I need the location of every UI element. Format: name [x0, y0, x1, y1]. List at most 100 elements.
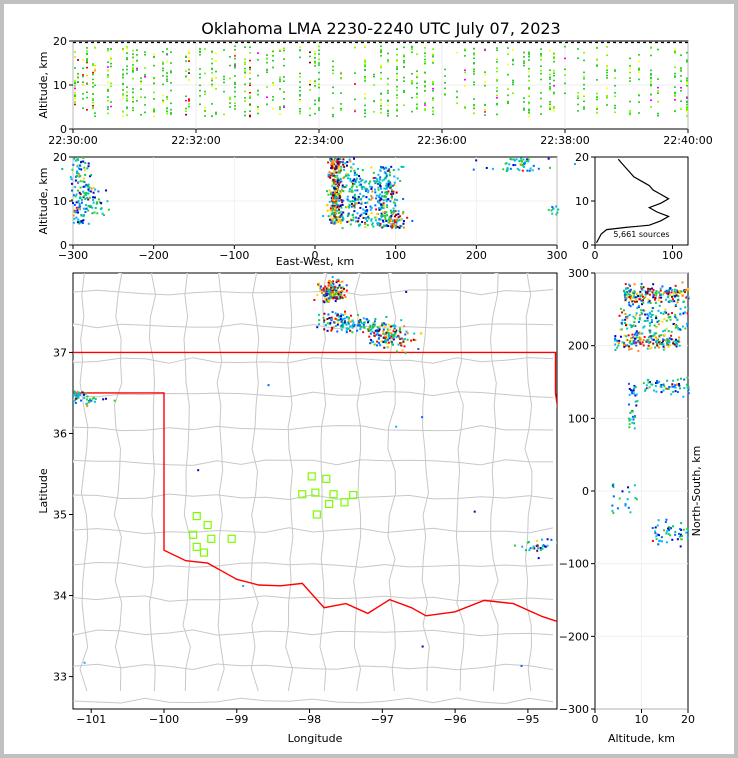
source-mark	[77, 211, 80, 214]
source-mark	[170, 89, 172, 92]
source-mark	[353, 169, 356, 172]
source-mark	[325, 287, 328, 290]
source-mark	[432, 99, 434, 101]
source-mark	[360, 213, 363, 216]
source-mark	[396, 72, 398, 75]
source-mark	[655, 315, 658, 318]
source-mark	[86, 60, 88, 63]
source-mark	[464, 85, 466, 87]
source-mark	[665, 319, 668, 322]
source-mark	[390, 190, 393, 193]
source-mark	[362, 186, 365, 189]
source-mark	[337, 160, 340, 163]
source-mark	[330, 158, 333, 161]
source-mark	[536, 544, 539, 547]
source-mark	[349, 325, 352, 328]
source-mark	[74, 195, 77, 198]
source-mark	[98, 201, 101, 204]
source-mark	[93, 211, 96, 214]
source-mark	[541, 545, 544, 548]
source-mark	[382, 202, 385, 205]
source-mark	[528, 52, 530, 54]
source-mark	[357, 320, 360, 323]
source-mark	[526, 158, 529, 161]
source-mark	[110, 65, 112, 68]
source-mark	[484, 48, 486, 51]
source-mark	[667, 339, 670, 342]
source-mark	[326, 289, 329, 292]
source-mark	[652, 293, 655, 296]
source-mark	[390, 185, 393, 188]
source-mark	[656, 381, 659, 384]
source-mark	[424, 90, 426, 92]
x-tick-label: 100	[385, 249, 406, 262]
source-mark	[373, 334, 376, 337]
source-mark	[337, 211, 340, 214]
source-mark	[344, 312, 347, 315]
source-mark	[132, 70, 134, 73]
source-mark	[375, 216, 378, 219]
source-mark	[397, 216, 400, 219]
source-mark	[126, 99, 128, 102]
source-mark	[484, 73, 486, 76]
source-mark	[662, 348, 665, 351]
source-mark	[658, 304, 661, 307]
source-mark	[646, 317, 649, 320]
source-mark	[390, 165, 393, 168]
source-mark	[583, 108, 585, 110]
source-mark	[528, 87, 530, 89]
source-mark	[331, 287, 334, 290]
source-mark	[616, 339, 619, 342]
source-mark	[528, 102, 530, 105]
source-mark	[519, 163, 522, 166]
source-mark	[473, 107, 475, 110]
source-mark	[660, 341, 663, 344]
source-mark	[327, 161, 330, 164]
source-mark	[623, 294, 626, 297]
source-mark	[596, 79, 598, 81]
source-mark	[395, 191, 398, 194]
source-mark	[380, 48, 382, 51]
source-mark	[528, 115, 530, 118]
source-mark	[136, 49, 138, 51]
source-mark	[318, 100, 320, 102]
source-mark	[75, 201, 78, 204]
source-mark	[381, 195, 384, 198]
source-mark	[411, 96, 413, 99]
county-line	[73, 289, 554, 296]
source-mark	[667, 387, 670, 390]
source-mark	[411, 110, 413, 113]
source-mark	[529, 167, 532, 170]
source-mark	[596, 98, 598, 101]
source-mark	[638, 112, 640, 114]
source-mark	[512, 79, 514, 82]
source-mark	[249, 68, 251, 71]
source-mark	[383, 167, 386, 170]
source-mark	[644, 290, 647, 293]
source-mark	[387, 190, 390, 193]
source-mark	[686, 115, 688, 117]
source-mark	[336, 181, 339, 184]
source-mark	[672, 379, 675, 382]
source-mark	[686, 527, 689, 530]
source-mark	[74, 179, 77, 182]
source-mark	[336, 191, 339, 194]
source-mark	[647, 381, 650, 384]
source-mark	[94, 84, 96, 87]
source-mark	[331, 294, 334, 297]
y-tick-label: 200	[568, 340, 589, 353]
source-mark	[421, 645, 424, 648]
source-mark	[399, 215, 402, 218]
source-mark	[672, 292, 675, 295]
source-mark	[94, 46, 96, 49]
source-mark	[94, 188, 97, 191]
y-tick-label: 36	[53, 427, 67, 440]
source-mark	[223, 90, 225, 93]
source-mark	[299, 72, 301, 75]
source-mark	[616, 507, 619, 510]
source-mark	[322, 288, 325, 291]
county-line	[216, 273, 225, 692]
source-mark	[345, 184, 348, 187]
source-mark	[680, 68, 682, 71]
